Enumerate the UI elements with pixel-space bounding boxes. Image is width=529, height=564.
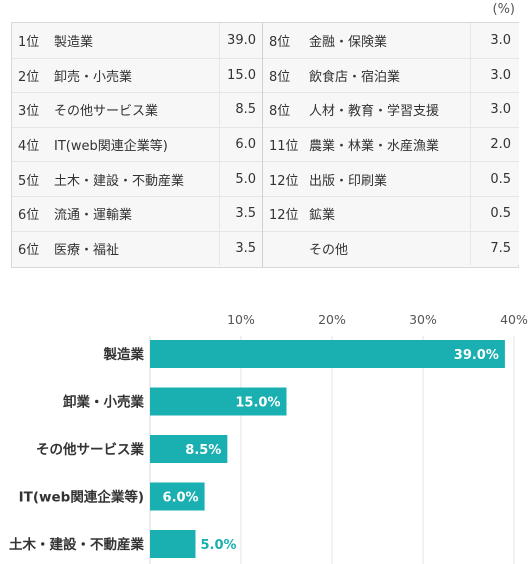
chart-bar bbox=[150, 387, 287, 416]
table-row: 3位 その他サービス業 8.5 bbox=[12, 92, 262, 127]
rank-label: 1位 bbox=[18, 34, 40, 50]
industry-share-value: 15.0 bbox=[219, 58, 262, 93]
industry-name: 製造業 bbox=[54, 34, 94, 50]
table-row: 11位 農業・林業・水産漁業 2.0 bbox=[263, 126, 519, 162]
industry-name: 卸売・小売業 bbox=[54, 69, 133, 85]
table-row: その他 7.5 bbox=[263, 230, 519, 266]
ranking-column-right: 8位 金融・保険業 3.0 8位 飲食店・宿泊業 3.0 8位 人材・教育・学習支援 3.0 11… bbox=[263, 23, 519, 267]
industry-share-value: 39.0 bbox=[219, 23, 262, 58]
industry-share-value: 2.0 bbox=[470, 127, 519, 162]
industry-name: 鉱業 bbox=[309, 208, 336, 224]
industry-name: 金融・保険業 bbox=[309, 34, 388, 50]
ranking-column-left: 1位 製造業 39.0 2位 卸売・小売業 15.0 3位 その他サービス業 8.5 4位 IT(w… bbox=[12, 23, 263, 267]
table-row: 6位 医療・福祉 3.5 bbox=[12, 230, 262, 266]
bar-value-label: 39.0% bbox=[454, 348, 499, 363]
bar-value-label: 5.0% bbox=[201, 538, 237, 553]
table-row: 8位 人材・教育・学習支援 3.0 bbox=[263, 92, 519, 127]
chart-bars bbox=[150, 340, 505, 558]
chart-bar bbox=[150, 530, 196, 558]
industry-share-value: 6.0 bbox=[219, 127, 262, 162]
rank-label: 8位 bbox=[269, 104, 291, 120]
industry-name: 飲食店・宿泊業 bbox=[309, 69, 401, 85]
chart-bar bbox=[150, 340, 505, 368]
category-label: IT(web関連企業等) bbox=[19, 489, 144, 506]
industry-share-value: 7.5 bbox=[470, 231, 519, 266]
table-row: 8位 飲食店・宿泊業 3.0 bbox=[263, 57, 519, 93]
category-label: 卸業・小売業 bbox=[63, 394, 144, 411]
rank-label: 8位 bbox=[269, 34, 291, 50]
industry-share-value: 3.5 bbox=[219, 196, 262, 231]
chart-bar bbox=[150, 482, 205, 511]
industry-name: その他サービス業 bbox=[54, 104, 159, 120]
industry-share-value: 3.5 bbox=[219, 231, 262, 266]
industry-name: 医療・福祉 bbox=[54, 242, 120, 258]
category-label: 製造業 bbox=[103, 346, 145, 363]
industry-name: IT(web関連企業等) bbox=[54, 139, 168, 155]
rank-label: 2位 bbox=[18, 69, 40, 85]
table-row: 12位 鉱業 0.5 bbox=[263, 195, 519, 231]
industry-share-value: 5.0 bbox=[219, 162, 262, 196]
table-row: 4位 IT(web関連企業等) 6.0 bbox=[12, 126, 262, 162]
rank-label: 12位 bbox=[269, 173, 299, 189]
category-label: 土木・建設・不動産業 bbox=[9, 536, 144, 553]
chart-value-labels: 39.0% 15.0% 8.5% 6.0% 5.0% bbox=[163, 348, 499, 553]
x-tick-label: 10% bbox=[227, 312, 255, 327]
category-label: その他サービス業 bbox=[36, 441, 144, 458]
rank-label: 3位 bbox=[18, 104, 40, 120]
industry-name: 出版・印刷業 bbox=[309, 173, 388, 189]
industry-share-value: 0.5 bbox=[470, 196, 519, 231]
industry-share-value: 3.0 bbox=[470, 58, 519, 93]
rank-label: 8位 bbox=[269, 69, 291, 85]
x-tick-label: 20% bbox=[318, 312, 346, 327]
x-tick-label: 30% bbox=[409, 312, 437, 327]
table-row: 8位 金融・保険業 3.0 bbox=[263, 23, 519, 58]
industry-name: 流通・運輸業 bbox=[54, 208, 133, 224]
x-tick-label: 40% bbox=[500, 312, 528, 327]
industry-share-value: 8.5 bbox=[219, 93, 262, 127]
table-row: 2位 卸売・小売業 15.0 bbox=[12, 57, 262, 93]
table-row: 12位 出版・印刷業 0.5 bbox=[263, 161, 519, 196]
industry-share-value: 3.0 bbox=[470, 93, 519, 127]
industry-ranking-table: 1位 製造業 39.0 2位 卸売・小売業 15.0 3位 その他サービス業 8.5 4位 IT(w… bbox=[11, 22, 519, 268]
rank-label: 5位 bbox=[18, 173, 40, 189]
industry-name: その他 bbox=[309, 242, 349, 258]
table-row: 5位 土木・建設・不動産業 5.0 bbox=[12, 161, 262, 196]
rank-label: 6位 bbox=[18, 242, 40, 258]
rank-label: 12位 bbox=[269, 208, 299, 224]
chart-bar bbox=[150, 435, 228, 463]
industry-share-value: 3.0 bbox=[470, 23, 519, 58]
rank-label: 6位 bbox=[18, 208, 40, 224]
rank-label: 4位 bbox=[18, 139, 40, 155]
bar-value-label: 6.0% bbox=[163, 491, 199, 506]
chart-grid bbox=[149, 336, 515, 564]
industry-name: 農業・林業・水産漁業 bbox=[309, 139, 440, 155]
industry-share-value: 0.5 bbox=[470, 162, 519, 196]
bar-value-label: 15.0% bbox=[235, 396, 280, 411]
bar-value-label: 8.5% bbox=[185, 443, 221, 458]
chart-x-tick-labels: 10% 20% 30% 40% bbox=[227, 312, 528, 327]
table-row: 6位 流通・運輸業 3.5 bbox=[12, 195, 262, 231]
industry-name: 人材・教育・学習支援 bbox=[309, 104, 440, 120]
industry-name: 土木・建設・不動産業 bbox=[54, 173, 185, 189]
unit-label: (%) bbox=[492, 2, 516, 17]
table-row: 1位 製造業 39.0 bbox=[12, 23, 262, 58]
rank-label: 11位 bbox=[269, 139, 299, 155]
